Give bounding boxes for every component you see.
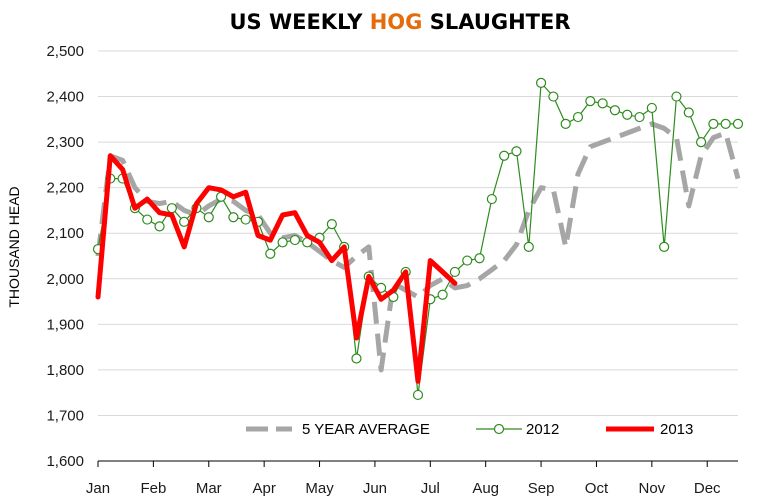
y-tick-label-7: 2,300 xyxy=(46,134,84,151)
legend-label-2013: 2013 xyxy=(660,421,693,438)
x-tick-label-5: Jun xyxy=(363,480,387,497)
point-2012-35 xyxy=(523,241,534,252)
point-2012-49 xyxy=(695,137,707,148)
series-lines xyxy=(92,77,744,401)
x-tick-label-11: Dec xyxy=(694,480,721,497)
point-2012-45 xyxy=(646,102,657,114)
y-tick-label-6: 2,200 xyxy=(46,180,84,197)
title-part-2: HOG xyxy=(370,10,423,34)
point-2012-5 xyxy=(154,221,165,232)
point-2012-21 xyxy=(351,353,362,364)
x-tick-label-0: Jan xyxy=(86,480,110,497)
point-2012-50 xyxy=(708,118,719,129)
point-2012-33 xyxy=(499,150,510,161)
point-2012-30 xyxy=(462,255,473,266)
x-tick-label-8: Sep xyxy=(528,480,555,497)
y-axis-title: THOUSAND HEAD xyxy=(6,186,22,307)
legend-label-5yr-average: 5 YEAR AVERAGE xyxy=(302,421,430,438)
point-2012-14 xyxy=(265,248,276,259)
point-2012-44 xyxy=(634,111,645,123)
point-2012-52 xyxy=(732,118,744,129)
y-tick-label-0: 1,600 xyxy=(46,453,84,470)
y-tick-label-3: 1,900 xyxy=(46,316,84,333)
x-tick-label-10: Nov xyxy=(639,480,666,497)
series-line-2012 xyxy=(97,81,738,395)
chart-title: US WEEKLY HOG SLAUGHTER xyxy=(229,10,570,34)
x-tick-label-2: Mar xyxy=(196,480,222,497)
y-tick-label-1: 1,700 xyxy=(46,407,84,424)
point-2012-4 xyxy=(142,214,153,225)
point-2012-47 xyxy=(671,91,682,102)
y-tick-label-2: 1,800 xyxy=(46,362,84,379)
y-tick-label-9: 2,500 xyxy=(46,43,84,60)
point-2012-19 xyxy=(326,219,337,230)
point-2012-48 xyxy=(683,107,694,118)
point-2012-12 xyxy=(240,214,251,225)
x-tick-label-9: Oct xyxy=(585,480,609,497)
title-part-1: US WEEKLY xyxy=(229,10,369,34)
point-2012-40 xyxy=(585,96,596,107)
x-tick-label-4: May xyxy=(305,480,334,497)
x-tick-label-6: Jul xyxy=(421,480,440,497)
y-tick-label-5: 2,100 xyxy=(46,225,84,242)
y-tick-label-8: 2,400 xyxy=(46,89,84,106)
point-2012-32 xyxy=(486,193,497,205)
point-2012-37 xyxy=(548,91,559,102)
title-part-3: SLAUGHTER xyxy=(422,10,570,34)
svg-text:US WEEKLY HOG SLAUGHTER: US WEEKLY HOG SLAUGHTER xyxy=(229,10,570,34)
series-line-2013 xyxy=(95,153,458,384)
legend-swatch-2012-marker xyxy=(493,423,505,435)
y-tick-label-4: 2,000 xyxy=(46,271,84,288)
point-2012-36 xyxy=(535,77,547,88)
axes: 1,600 1,700 1,800 1,900 2,000 2,100 2,200 2,300… xyxy=(46,43,738,497)
gridlines xyxy=(98,50,738,416)
point-2012-46 xyxy=(659,241,670,252)
point-2012-7 xyxy=(179,216,190,227)
point-2012-34 xyxy=(511,146,522,157)
point-2012-42 xyxy=(609,105,621,116)
point-2012-41 xyxy=(597,98,608,109)
x-tick-label-7: Aug xyxy=(472,480,499,497)
x-tick-label-3: Apr xyxy=(252,480,275,497)
x-tick-label-1: Feb xyxy=(140,480,166,497)
series-line-5yr-average xyxy=(95,121,741,373)
point-2012-26 xyxy=(412,389,424,401)
point-2012-51 xyxy=(720,118,731,129)
point-2012-31 xyxy=(474,253,485,264)
legend: 5 YEAR AVERAGE 2012 2013 xyxy=(246,421,693,438)
legend-label-2012: 2012 xyxy=(526,421,559,438)
point-2012-28 xyxy=(437,289,448,300)
point-2012-11 xyxy=(228,212,239,223)
point-2012-29 xyxy=(449,266,461,278)
point-2012-15 xyxy=(277,237,288,248)
point-2012-43 xyxy=(622,109,633,120)
point-2012-16 xyxy=(289,234,301,246)
point-2012-6 xyxy=(166,203,177,214)
point-2012-9 xyxy=(203,212,214,223)
point-2012-38 xyxy=(560,118,571,129)
point-2012-39 xyxy=(572,111,584,123)
